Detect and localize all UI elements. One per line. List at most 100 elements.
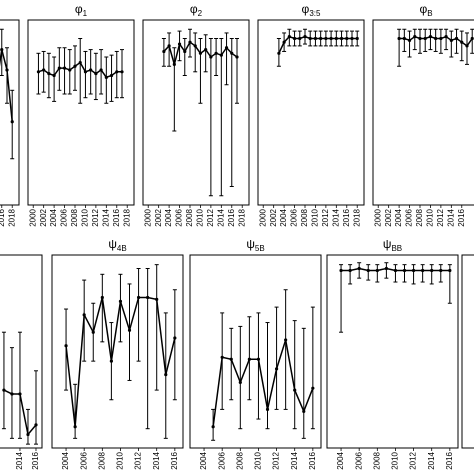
point bbox=[407, 38, 412, 42]
point bbox=[183, 49, 187, 54]
x-tick-label: 2000 bbox=[258, 208, 267, 226]
x-tick-label: 2000 bbox=[143, 208, 152, 226]
x-tick-label: 2008 bbox=[300, 208, 309, 226]
x-tick-label: 2012 bbox=[91, 208, 100, 226]
point bbox=[10, 120, 14, 124]
panel-title: φ3:5 bbox=[302, 2, 321, 18]
title-subscript: 5B bbox=[255, 244, 265, 253]
point bbox=[146, 295, 150, 300]
x-tick-label: 2008 bbox=[235, 451, 244, 469]
x-tick-label: 2018 bbox=[122, 208, 131, 226]
x-tick-label: 2006 bbox=[290, 208, 299, 226]
x-tick-label: 2014 bbox=[427, 451, 436, 469]
point bbox=[5, 68, 9, 72]
panel-frame bbox=[27, 19, 135, 206]
point bbox=[198, 51, 203, 55]
point bbox=[62, 66, 67, 70]
panel-title: ψBB bbox=[383, 237, 402, 253]
point bbox=[229, 357, 233, 361]
panel-frame bbox=[51, 254, 184, 449]
point bbox=[329, 36, 333, 41]
title-symbol: φ bbox=[419, 2, 427, 16]
x-tick-label: 2016 bbox=[457, 208, 466, 226]
title-subscript: B bbox=[427, 9, 432, 18]
point bbox=[311, 386, 315, 390]
title-symbol: φ bbox=[75, 2, 83, 16]
point bbox=[214, 51, 218, 55]
point bbox=[164, 373, 168, 377]
x-tick-label: 2006 bbox=[175, 208, 184, 226]
x-tick-label: 2002 bbox=[154, 208, 163, 226]
point bbox=[402, 268, 407, 273]
point bbox=[18, 392, 22, 396]
point bbox=[324, 36, 328, 41]
point bbox=[109, 359, 113, 363]
panel-frame bbox=[326, 254, 459, 449]
point bbox=[465, 44, 469, 48]
point bbox=[155, 297, 159, 301]
point bbox=[73, 425, 77, 429]
x-tick-label: 2016 bbox=[445, 451, 454, 469]
point bbox=[439, 36, 443, 41]
point bbox=[384, 266, 388, 271]
point bbox=[47, 72, 51, 76]
x-tick-label: 2006 bbox=[405, 208, 414, 226]
panel-title: φ2 bbox=[190, 2, 203, 18]
x-tick-label: 2008 bbox=[372, 451, 381, 469]
point bbox=[282, 40, 286, 44]
point bbox=[172, 62, 176, 66]
title-subscript: BB bbox=[391, 244, 402, 253]
title-subscript: 2 bbox=[198, 9, 203, 18]
point bbox=[115, 70, 119, 74]
x-tick-label: 2014 bbox=[331, 208, 340, 226]
point bbox=[423, 36, 427, 41]
point bbox=[167, 44, 171, 48]
point bbox=[193, 44, 197, 48]
point bbox=[454, 36, 459, 41]
x-tick-label: 2010 bbox=[116, 451, 125, 469]
point bbox=[89, 68, 93, 72]
x-tick-label: 2012 bbox=[321, 208, 330, 226]
point bbox=[230, 51, 234, 55]
point bbox=[188, 40, 192, 44]
title-symbol: φ bbox=[190, 2, 198, 16]
x-tick-label: 2006 bbox=[60, 208, 69, 226]
point bbox=[375, 268, 379, 273]
point bbox=[308, 36, 312, 41]
point bbox=[393, 268, 398, 273]
panel-frame bbox=[0, 19, 20, 206]
point bbox=[460, 40, 464, 44]
x-tick-label: 2004 bbox=[199, 451, 208, 469]
point bbox=[293, 388, 297, 392]
x-tick-label: 2008 bbox=[70, 208, 79, 226]
panel-frame bbox=[0, 254, 43, 449]
x-tick-label: 2000 bbox=[28, 208, 37, 226]
x-tick-label: 2004 bbox=[164, 208, 173, 226]
point bbox=[82, 313, 86, 317]
x-tick-label: 2008 bbox=[415, 208, 424, 226]
point bbox=[136, 295, 141, 300]
point bbox=[235, 55, 239, 59]
point bbox=[127, 328, 132, 332]
x-tick-label: 2008 bbox=[97, 451, 106, 469]
panel-frame bbox=[461, 254, 474, 449]
point bbox=[339, 268, 343, 273]
point bbox=[313, 36, 318, 41]
point bbox=[448, 268, 452, 273]
series-line bbox=[278, 35, 358, 54]
x-tick-label: 2010 bbox=[196, 208, 205, 226]
x-tick-label: 2014 bbox=[101, 208, 110, 226]
x-tick-label: 2010 bbox=[254, 451, 263, 469]
point bbox=[418, 36, 422, 41]
title-symbol: ψ bbox=[383, 237, 392, 251]
point bbox=[238, 380, 242, 384]
point bbox=[277, 51, 281, 55]
x-tick-label: 2006 bbox=[217, 451, 226, 469]
title-subscript: 4B bbox=[117, 244, 127, 253]
point bbox=[68, 68, 72, 72]
point bbox=[256, 357, 261, 361]
panel-frame bbox=[372, 19, 474, 206]
point bbox=[220, 355, 224, 359]
point bbox=[52, 73, 56, 78]
